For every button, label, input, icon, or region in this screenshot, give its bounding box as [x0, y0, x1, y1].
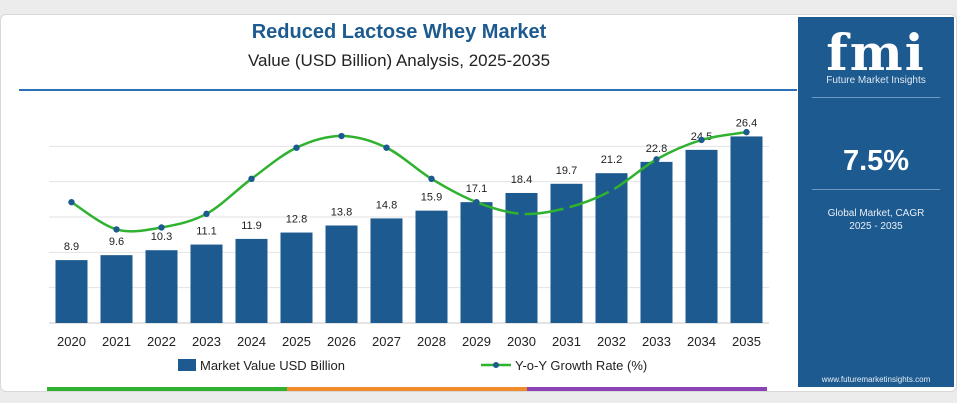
- bar-value-label: 21.2: [601, 154, 622, 166]
- bar-value-label: 19.7: [556, 165, 577, 177]
- bar: [730, 136, 763, 323]
- growth-rate-point: [473, 198, 480, 206]
- x-tick-label: 2035: [732, 334, 761, 349]
- legend-swatch-bar: [178, 359, 196, 371]
- website-link[interactable]: www.futuremarketinsights.com: [821, 375, 931, 384]
- bar: [640, 161, 673, 323]
- footer-accent-orange: [287, 387, 527, 391]
- x-tick-label: 2021: [102, 334, 131, 349]
- sidebar-divider: [812, 189, 940, 190]
- growth-rate-point: [68, 198, 75, 206]
- cagr-value: 7.5%: [842, 145, 910, 177]
- x-tick-label: 2033: [642, 334, 671, 349]
- growth-rate-point: [518, 210, 525, 218]
- bar: [370, 218, 403, 323]
- growth-rate-point: [608, 187, 615, 194]
- x-tick-label: 2034: [687, 334, 716, 349]
- bar: [325, 225, 358, 323]
- bar: [685, 149, 718, 323]
- logo-subtext: Future Market Insights: [826, 75, 926, 86]
- bar-value-label: 18.4: [511, 174, 532, 186]
- footer-accent-green: [47, 387, 287, 391]
- legend-swatch-marker: [493, 362, 499, 368]
- bar-value-label: 8.9: [64, 241, 79, 253]
- combo-chart: 8.9 2020 9.6 2021 10.3 2022 11.1 2023 11.9 2024 12…: [49, 117, 769, 373]
- growth-rate-point: [383, 144, 390, 151]
- x-tick-label: 2029: [462, 334, 491, 349]
- growth-rate-point: [293, 144, 300, 151]
- growth-rate-point: [653, 156, 660, 163]
- legend-label-market-value: Market Value USD Billion: [200, 358, 345, 373]
- x-tick-label: 2022: [147, 334, 176, 349]
- bar: [280, 232, 313, 323]
- growth-rate-line: [70, 130, 747, 233]
- legend-label-growth-rate: Y-o-Y Growth Rate (%): [515, 358, 647, 373]
- x-tick-label: 2023: [192, 334, 221, 349]
- growth-rate-point: [113, 226, 120, 233]
- x-tick-label: 2025: [282, 334, 311, 349]
- chart-title: Reduced Lactose Whey Market: [251, 21, 547, 43]
- fmi-logo: fmi: [826, 23, 926, 82]
- x-tick-label: 2020: [57, 334, 86, 349]
- chart-subtitle: Value (USD Billion) Analysis, 2025-2035: [247, 51, 551, 70]
- bar: [235, 238, 268, 323]
- sidebar-divider: [812, 97, 940, 98]
- bar: [100, 255, 133, 323]
- bar-value-label: 9.6: [109, 236, 124, 248]
- bar-value-label: 11.9: [241, 220, 262, 232]
- growth-rate-point: [428, 175, 435, 183]
- growth-rate-point: [563, 204, 570, 212]
- growth-rate-point: [248, 175, 255, 183]
- bar: [595, 173, 628, 323]
- bar: [190, 244, 223, 323]
- title-divider: [19, 89, 797, 91]
- growth-rate-point: [338, 132, 345, 140]
- bar: [460, 202, 493, 323]
- growth-rate-point: [158, 224, 165, 231]
- bar: [55, 260, 88, 323]
- growth-rate-point: [698, 136, 705, 144]
- bar-value-label: 14.8: [376, 199, 397, 211]
- footer-accent-purple: [527, 387, 767, 391]
- x-tick-label: 2024: [237, 334, 266, 349]
- bar: [145, 250, 178, 323]
- x-tick-label: 2028: [417, 334, 446, 349]
- x-tick-label: 2032: [597, 334, 626, 349]
- growth-rate-point: [743, 128, 750, 136]
- bar-value-label: 12.8: [286, 214, 307, 226]
- bar-value-label: 10.3: [151, 231, 172, 243]
- x-tick-label: 2031: [552, 334, 581, 349]
- bar-value-label: 13.8: [331, 206, 352, 218]
- cagr-label: Global Market, CAGR 2025 - 2035: [827, 208, 925, 232]
- chart-card: Reduced Lactose Whey Market Value (USD B…: [0, 14, 957, 392]
- sidebar-panel: fmi Future Market Insights 7.5% Global M…: [798, 17, 954, 387]
- bar-value-label: 11.1: [196, 226, 217, 238]
- x-tick-label: 2026: [327, 334, 356, 349]
- bar-value-label: 15.9: [421, 192, 442, 204]
- bar: [415, 210, 448, 323]
- growth-rate-point: [203, 210, 210, 218]
- bar-value-label: 22.8: [646, 143, 667, 155]
- bar-value-label: 17.1: [466, 183, 487, 195]
- x-tick-label: 2030: [507, 334, 536, 349]
- x-tick-label: 2027: [372, 334, 401, 349]
- bar-value-label: 26.4: [736, 117, 757, 129]
